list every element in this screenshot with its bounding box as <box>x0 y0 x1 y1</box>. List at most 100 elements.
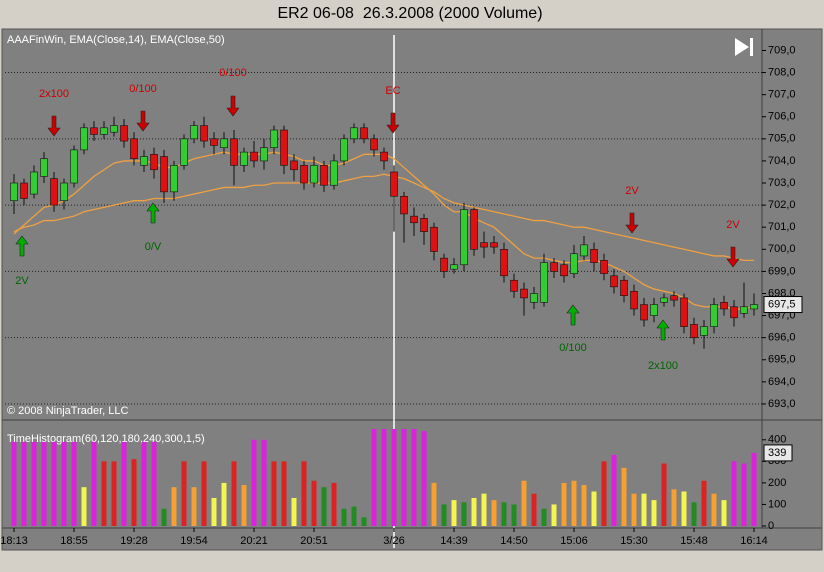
histogram-bar <box>391 429 397 526</box>
annotation-arrow <box>726 246 740 268</box>
histogram-bar <box>291 497 297 526</box>
candle-body <box>450 264 458 270</box>
histogram-bar <box>371 429 377 526</box>
candle-body <box>650 304 658 316</box>
x-tick-label: 15:48 <box>680 535 708 547</box>
candle-body <box>350 127 358 140</box>
histogram-bar <box>321 487 327 526</box>
histogram-bar <box>211 497 217 526</box>
histogram-bar <box>121 441 127 526</box>
histogram-bar <box>721 500 727 526</box>
histogram-bar <box>401 429 407 526</box>
histogram-bar <box>441 504 447 526</box>
histogram-bar <box>271 461 277 526</box>
histogram-bar <box>381 429 387 526</box>
y-tick-label: 696,0 <box>768 332 796 344</box>
candle-body <box>580 244 588 257</box>
candle-body <box>210 138 218 146</box>
annotation-arrow <box>146 202 160 224</box>
histogram-bar <box>181 461 187 526</box>
annotation-label: 0/V <box>145 241 162 253</box>
annotation-label: 2V <box>625 185 639 197</box>
histogram-bar <box>701 480 707 526</box>
histogram-bar <box>741 463 747 526</box>
candle-body <box>380 151 388 162</box>
histogram-bar <box>51 441 57 526</box>
x-tick-label: 14:50 <box>500 535 528 547</box>
last-value-label: 339 <box>768 447 786 459</box>
y-tick-label: 695,0 <box>768 354 796 366</box>
candle-body <box>570 253 578 274</box>
candle-body <box>410 215 418 224</box>
candle-body <box>270 129 278 148</box>
histogram-bar <box>81 487 87 526</box>
histogram-bar <box>41 441 47 526</box>
histogram-bar <box>571 480 577 526</box>
chart-title: ER2 06-08 26.3.2008 (2000 Volume) <box>277 5 542 22</box>
histogram-bar <box>641 493 647 526</box>
candle-body <box>700 326 708 336</box>
histogram-bar <box>481 493 487 526</box>
candle-body <box>80 127 88 151</box>
histogram-bar <box>21 441 27 526</box>
y-tick-label: 707,0 <box>768 89 796 101</box>
annotation-label: 2x100 <box>39 88 69 100</box>
x-tick-label: 15:06 <box>560 535 588 547</box>
annotation-arrow <box>656 319 670 341</box>
annotation-label: 0/100 <box>219 67 247 79</box>
y-tick-label: 694,0 <box>768 376 796 388</box>
y-tick-label: 701,0 <box>768 221 796 233</box>
x-tick-label: 14:39 <box>440 535 468 547</box>
candle-body <box>150 154 158 171</box>
histogram-bar <box>491 500 497 526</box>
annotation-arrow <box>226 95 240 117</box>
candle-body <box>190 125 198 140</box>
annotation-arrow <box>625 212 639 234</box>
candle-body <box>340 138 348 162</box>
candle-body <box>100 127 108 135</box>
candle-body <box>480 242 488 248</box>
histogram-bar <box>301 461 307 526</box>
candle-body <box>240 151 248 166</box>
y-tick-label: 699,0 <box>768 265 796 277</box>
candle-body <box>40 158 48 177</box>
annotation-label: EC <box>385 85 400 97</box>
histogram-bar <box>421 431 427 526</box>
nav-bar[interactable] <box>750 38 753 56</box>
candle-body <box>560 264 568 277</box>
x-tick-label: 19:28 <box>120 535 148 547</box>
candle-body <box>200 125 208 142</box>
annotation-arrow <box>386 112 400 134</box>
nav-arrow[interactable] <box>735 38 749 56</box>
candle-body <box>540 262 548 303</box>
histogram-bar <box>261 439 267 526</box>
y-tick-label: 704,0 <box>768 155 796 167</box>
y-tick-label: 709,0 <box>768 44 796 56</box>
histogram-bar <box>281 461 287 526</box>
candle-body <box>70 149 78 184</box>
candle-body <box>290 160 298 171</box>
histogram-bar <box>31 441 37 526</box>
candle-body <box>140 156 148 166</box>
candle-body <box>10 182 18 201</box>
candle-body <box>400 195 408 215</box>
histogram-bar <box>661 463 667 526</box>
histogram-bar <box>241 485 247 526</box>
histogram-bar <box>91 441 97 526</box>
histogram-bar <box>61 441 67 526</box>
histogram-bar <box>71 441 77 526</box>
annotation-label: 2x100 <box>648 360 678 372</box>
candle-body <box>420 218 428 232</box>
x-tick-label: 16:14 <box>740 535 768 547</box>
candle-body <box>460 209 468 266</box>
x-tick-label: 15:30 <box>620 535 648 547</box>
x-tick-label: 20:21 <box>240 535 268 547</box>
x-tick-label: 18:13 <box>0 535 28 547</box>
candle-body <box>230 138 238 166</box>
histogram-bar <box>581 485 587 526</box>
nav-icon[interactable] <box>735 38 753 56</box>
candle-body <box>740 306 748 314</box>
histogram-bar <box>501 502 507 526</box>
candle-body <box>730 306 738 319</box>
annotation-label: 0/100 <box>129 83 157 95</box>
